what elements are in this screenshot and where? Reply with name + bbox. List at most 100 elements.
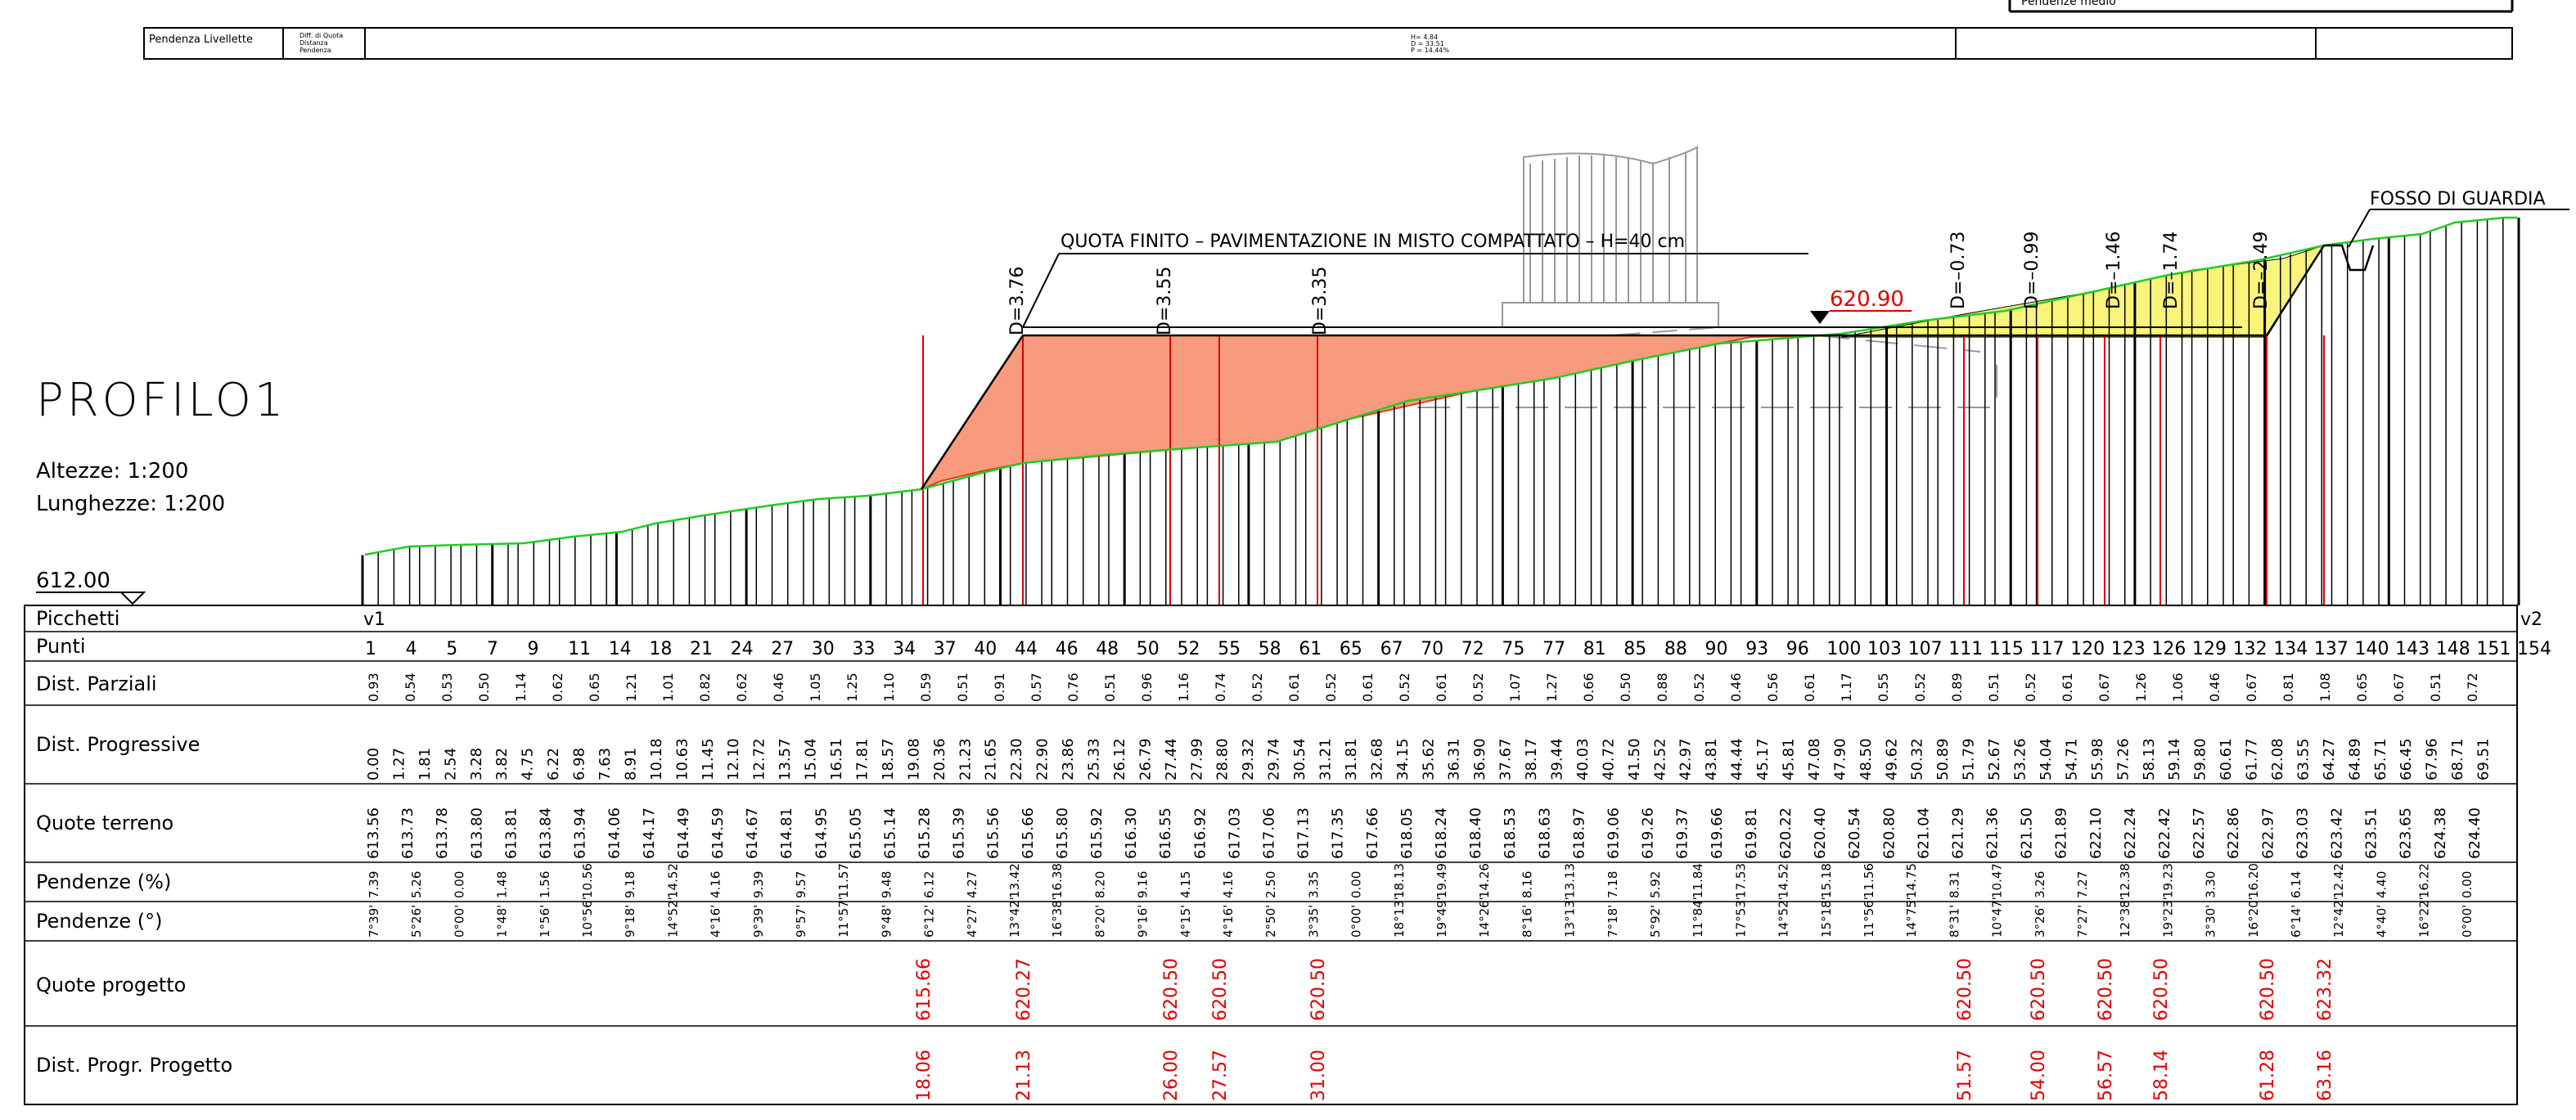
header-summary-3: P = 14.44%: [1411, 47, 1450, 54]
table-cell-dist-progressive: 12.10: [725, 738, 742, 780]
table-cell-dist-progressive: 32.68: [1368, 738, 1385, 780]
punto-label: 58: [1259, 639, 1281, 659]
table-cell-dist-progressive: 64.89: [2346, 738, 2363, 780]
punto-label: 18: [649, 639, 672, 659]
table-cell-dist-progressive: 59.14: [2166, 738, 2183, 780]
punto-label: 11: [568, 639, 591, 659]
table-cell-pendenze-pct: 16.20: [2246, 863, 2261, 898]
table-cell-dist-progressive: 59.80: [2192, 738, 2209, 780]
datum-label: 612.00: [36, 569, 110, 593]
table-cell-dist-parziali: 0.46: [2207, 672, 2222, 702]
table-cell-quote-terreno: 622.97: [2259, 807, 2277, 859]
table-cell-pendenze-deg: 19°49': [1434, 897, 1449, 938]
fill-area: [919, 335, 1850, 492]
table-cell-pendenze-pct: 13.42: [1007, 863, 1022, 898]
profile-table: Picchetti Punti Dist. Parziali Dist. Pro…: [24, 605, 2542, 1105]
table-cell-dist-progressive: 38.17: [1523, 738, 1540, 780]
punto-label: 48: [1096, 639, 1119, 659]
table-cell-dist-parziali: 0.52: [1323, 672, 1339, 702]
table-cell-dist-progressive: 29.74: [1266, 738, 1283, 780]
table-cell-quote-terreno: 620.54: [1846, 807, 1863, 859]
table-cell-pendenze-deg: 10°56': [580, 897, 595, 938]
punto-label: 115: [1989, 639, 2024, 659]
table-cell-dist-parziali: 0.51: [2428, 672, 2443, 702]
table-cell-quote-terreno: 617.03: [1226, 807, 1243, 859]
table-cell-pendenze-deg: 12°38': [2118, 897, 2132, 938]
table-cell-quote-terreno: 614.17: [641, 807, 658, 859]
dist-progr-progetto-cell: 61.28: [2258, 1050, 2278, 1101]
punto-label: 4: [406, 639, 417, 659]
table-cell-pendenze-pct: 5.92: [1648, 871, 1663, 898]
table-cell-quote-terreno: 613.94: [572, 807, 589, 859]
table-cell-dist-parziali: 0.51: [955, 672, 971, 702]
table-cell-dist-parziali: 0.91: [992, 672, 1007, 702]
table-cell-quote-terreno: 613.78: [434, 807, 451, 859]
table-cell-pendenze-deg: 14°26': [1477, 897, 1492, 938]
table-cell-pendenze-pct: 5.26: [409, 871, 424, 898]
table-cell-quote-terreno: 621.36: [1984, 807, 2002, 859]
header-summary-2: D = 33.51: [1411, 40, 1444, 47]
punto-label: 40: [974, 639, 997, 659]
row-label-picchetti: Picchetti: [36, 607, 119, 630]
table-cell-dist-parziali: 0.50: [1618, 672, 1633, 702]
table-cell-dist-progressive: 12.72: [751, 738, 768, 780]
table-cell-dist-progressive: 10.18: [648, 738, 665, 780]
table-cell-quote-terreno: 615.05: [847, 807, 864, 859]
table-cell-pendenze-deg: 15°18': [1819, 897, 1834, 938]
table-cell-dist-progressive: 4.75: [520, 748, 537, 780]
table-cell-dist-parziali: 1.08: [2317, 672, 2333, 702]
table-cell-quote-terreno: 619.81: [1743, 807, 1760, 859]
table-cell-dist-progressive: 21.23: [957, 738, 974, 780]
table-cell-dist-parziali: 0.55: [1876, 672, 1891, 702]
table-cell-quote-terreno: 619.37: [1674, 807, 1691, 859]
table-cell-pendenze-pct: 3.35: [1306, 871, 1321, 898]
table-cell-dist-progressive: 68.71: [2449, 738, 2466, 780]
punto-label: 24: [731, 639, 754, 659]
table-cell-dist-progressive: 54.71: [2063, 738, 2080, 780]
table-cell-pendenze-deg: 5°92': [1648, 905, 1663, 938]
table-cell-dist-progressive: 41.50: [1626, 738, 1643, 780]
table-cell-dist-progressive: 16.51: [828, 738, 845, 780]
punto-label: 143: [2395, 639, 2430, 659]
profile-title: PROFILO1: [36, 374, 286, 427]
quote-progetto-cell: 620.50: [1161, 958, 1182, 1021]
table-cell-dist-progressive: 67.96: [2424, 738, 2441, 780]
punto-label: 107: [1908, 639, 1943, 659]
ground-line: [364, 216, 2517, 556]
table-cell-pendenze-deg: 2°50': [1263, 905, 1278, 938]
table-cell-dist-progressive: 50.89: [1934, 738, 1952, 780]
table-cell-pendenze-deg: 16°22': [2417, 897, 2432, 938]
dist-progr-progetto-cell: 63.16: [2315, 1050, 2335, 1101]
table-cell-pendenze-pct: 10.56: [580, 863, 595, 898]
table-cell-quote-terreno: 620.22: [1777, 807, 1795, 859]
table-cell-dist-parziali: 0.50: [476, 672, 492, 702]
quote-progetto-cell: 620.27: [1014, 958, 1034, 1021]
table-cell-quote-terreno: 620.80: [1880, 807, 1898, 859]
table-cell-pendenze-deg: 13°13': [1563, 897, 1578, 938]
punto-label: 96: [1786, 639, 1809, 659]
depth-label: D=–1.74: [2161, 232, 2182, 309]
table-cell-pendenze-pct: 9.57: [794, 871, 808, 898]
table-cell-pendenze-pct: 11.84: [1691, 863, 1705, 898]
table-cell-dist-progressive: 65.71: [2372, 738, 2389, 780]
table-cell-pendenze-pct: 4.16: [1221, 871, 1236, 898]
table-cell-pendenze-pct: 11.56: [1862, 863, 1876, 898]
table-cell-quote-terreno: 613.81: [502, 807, 520, 859]
table-cell-pendenze-pct: 4.27: [965, 871, 980, 898]
table-cell-quote-terreno: 613.56: [365, 807, 382, 859]
table-cell-dist-progressive: 36.31: [1446, 738, 1463, 780]
table-cell-pendenze-deg: 9°39': [751, 905, 766, 938]
table-cell-quote-terreno: 624.38: [2432, 807, 2449, 859]
table-cell-dist-progressive: 54.04: [2038, 738, 2055, 780]
table-cell-dist-progressive: 55.98: [2089, 738, 2106, 780]
table-cell-pendenze-deg: 9°18': [623, 905, 637, 938]
punto-label: 30: [812, 639, 835, 659]
punto-label: 70: [1421, 639, 1443, 659]
table-cell-dist-progressive: 44.44: [1729, 738, 1746, 780]
table-cell-pendenze-pct: 1.48: [495, 871, 510, 898]
table-cell-dist-progressive: 63.55: [2295, 738, 2312, 780]
table-cell-quote-terreno: 617.35: [1330, 807, 1347, 859]
table-cell-dist-parziali: 0.61: [1802, 672, 1817, 702]
punto-label: 134: [2273, 639, 2308, 659]
table-cell-dist-progressive: 39.44: [1549, 738, 1566, 780]
